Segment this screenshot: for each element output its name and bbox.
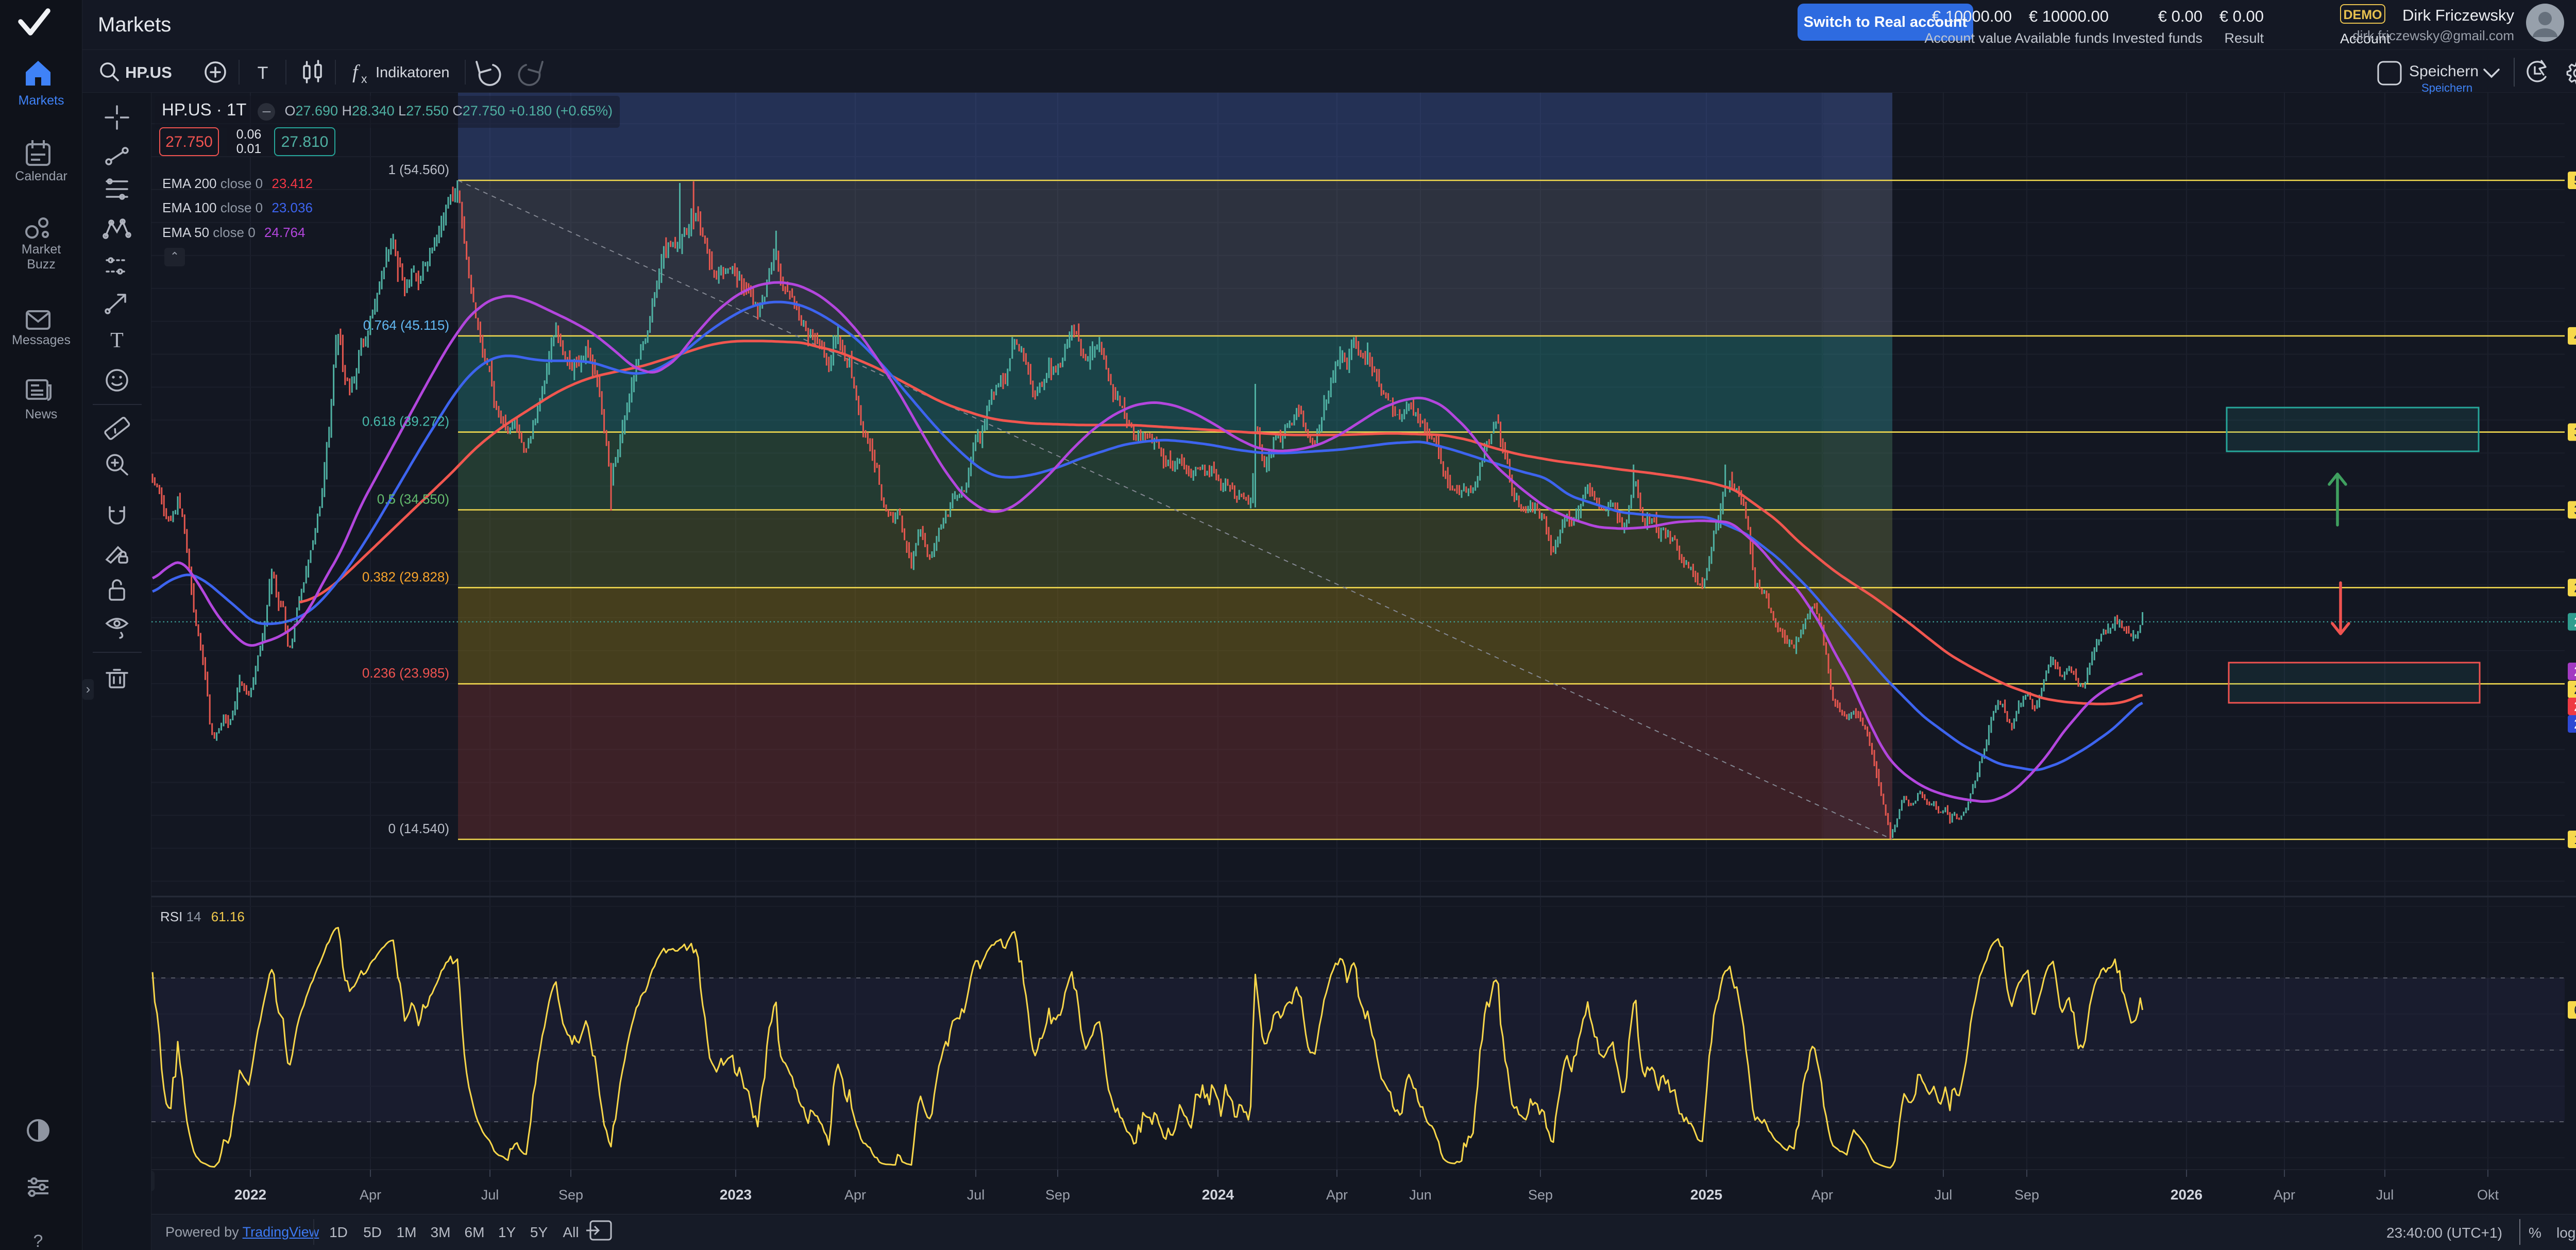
svg-text:Jul: Jul [481,1187,499,1203]
svg-text:0.236 (23.985): 0.236 (23.985) [362,665,449,681]
svg-text:Apr: Apr [1811,1187,1833,1203]
svg-text:Apr: Apr [1326,1187,1348,1203]
svg-text:Jul: Jul [2376,1187,2394,1203]
svg-text:Jun: Jun [1409,1187,1432,1203]
svg-text:23.412: 23.412 [2574,699,2576,714]
svg-text:Apr: Apr [360,1187,381,1203]
svg-text:T: T [258,63,268,83]
svg-text:34.550: 34.550 [2574,502,2576,518]
svg-text:14.540: 14.540 [2574,832,2576,847]
svg-text:2023: 2023 [720,1187,752,1203]
svg-text:54.560: 54.560 [2574,173,2576,188]
svg-text:45.152: 45.152 [2574,328,2576,344]
svg-text:27.750: 27.750 [2574,614,2576,630]
svg-text:f: f [352,61,360,83]
svg-text:0.618 (39.272): 0.618 (39.272) [362,414,449,429]
svg-text:Apr: Apr [844,1187,866,1203]
svg-text:Sep: Sep [558,1187,583,1203]
svg-text:61.16: 61.16 [2574,1002,2576,1018]
svg-text:2024: 2024 [1202,1187,1234,1203]
svg-text:39.272: 39.272 [2574,425,2576,440]
svg-text:?: ? [33,1231,43,1250]
svg-text:2025: 2025 [1690,1187,1722,1203]
svg-text:›: › [86,681,91,697]
svg-text:0.764 (45.115): 0.764 (45.115) [363,317,449,333]
svg-text:x: x [361,72,367,86]
svg-text:Jul: Jul [967,1187,985,1203]
svg-text:Jul: Jul [1935,1187,1953,1203]
svg-text:T: T [110,329,124,352]
svg-text:0.5 (34.550): 0.5 (34.550) [377,492,449,507]
svg-text:Sep: Sep [1045,1187,1070,1203]
svg-text:2022: 2022 [234,1187,266,1203]
svg-text:23.036: 23.036 [2574,716,2576,732]
svg-text:0.382 (29.828): 0.382 (29.828) [362,569,449,584]
svg-text:Apr: Apr [2274,1187,2295,1203]
svg-text:Sep: Sep [2014,1187,2039,1203]
svg-text:1 (54.560): 1 (54.560) [388,162,449,177]
svg-text:23.985: 23.985 [2574,682,2576,697]
svg-text:29.828: 29.828 [2574,580,2576,595]
svg-text:Okt: Okt [2477,1187,2499,1203]
svg-text:24.764: 24.764 [2574,664,2576,679]
svg-text:2026: 2026 [2171,1187,2202,1203]
svg-text:Sep: Sep [1528,1187,1553,1203]
svg-text:0 (14.540): 0 (14.540) [388,821,449,836]
